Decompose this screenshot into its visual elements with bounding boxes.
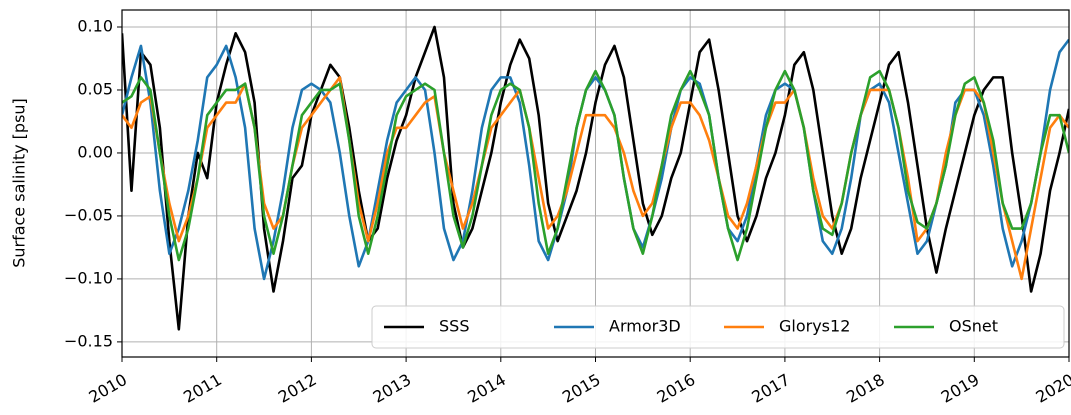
legend-label: OSnet bbox=[949, 317, 998, 336]
x-tick-label: 2011 bbox=[180, 370, 225, 407]
legend-label: Armor3D bbox=[609, 317, 681, 336]
x-tick-label: 2020 bbox=[1032, 370, 1071, 407]
legend-box bbox=[371, 305, 1065, 349]
x-tick-label: 2012 bbox=[275, 370, 320, 407]
y-axis-label: Surface salinity [psu] bbox=[10, 98, 29, 268]
x-tick-label: 2013 bbox=[370, 370, 415, 407]
x-tick-label: 2010 bbox=[85, 370, 130, 407]
y-tick-label: −0.05 bbox=[64, 205, 113, 224]
lines bbox=[122, 25, 1069, 331]
x-tick-label: 2018 bbox=[843, 370, 888, 407]
x-tick-label: 2019 bbox=[938, 370, 983, 407]
x-tick-label: 2016 bbox=[654, 370, 699, 407]
y-tick-label: 0.00 bbox=[77, 142, 113, 161]
series-line bbox=[122, 69, 1069, 262]
legend-label: Glorys12 bbox=[779, 317, 850, 336]
plot-frame bbox=[121, 9, 1070, 358]
series-line bbox=[122, 38, 1069, 281]
y-tick-label: 0.05 bbox=[77, 79, 113, 98]
legend-label: SSS bbox=[439, 317, 469, 336]
x-tick-label: 2015 bbox=[559, 370, 604, 407]
series-line bbox=[122, 25, 1069, 331]
y-tick-label: −0.10 bbox=[64, 268, 113, 287]
y-tick-label: 0.10 bbox=[77, 17, 113, 36]
x-tick-label: 2014 bbox=[464, 370, 509, 407]
x-tick-label: 2017 bbox=[748, 370, 793, 407]
y-tick-label: −0.15 bbox=[64, 331, 113, 350]
